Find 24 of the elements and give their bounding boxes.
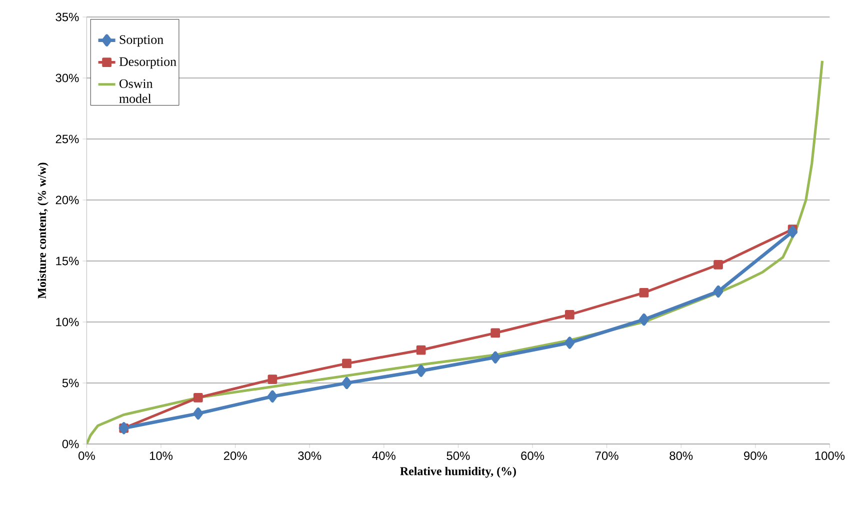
legend-label: Oswin model [119, 79, 153, 103]
x-tick-label: 30% [298, 452, 322, 460]
y-tick-label: 25% [56, 134, 79, 144]
y-tick-label: 35% [56, 12, 79, 22]
x-tick-label: 80% [670, 452, 693, 460]
legend-label: Desorption [119, 57, 176, 69]
x-tick-label: 20% [224, 452, 247, 460]
x-tick-label: 50% [446, 452, 470, 460]
y-tick-label: 20% [56, 196, 79, 204]
y-tick-label: 30% [56, 74, 79, 82]
y-tick-label: 5% [62, 378, 79, 388]
x-tick-label: 10% [150, 452, 173, 460]
x-tick-label: 70% [595, 452, 618, 460]
y-tick-label: 0% [62, 440, 79, 448]
x-tick-label: 60% [521, 452, 544, 460]
x-tick-label: 100% [815, 452, 845, 460]
x-tick-label: 0% [78, 452, 95, 460]
y-axis-title: Moisture content, (% w/w) [38, 162, 48, 299]
x-axis-title: Relative humidity, (%) [400, 466, 516, 478]
y-tick-label: 10% [56, 318, 79, 326]
y-tick-label: 15% [56, 256, 79, 266]
x-tick-label: 90% [744, 452, 767, 460]
x-tick-label: 40% [372, 452, 396, 460]
legend-label: Sorption [120, 35, 164, 47]
